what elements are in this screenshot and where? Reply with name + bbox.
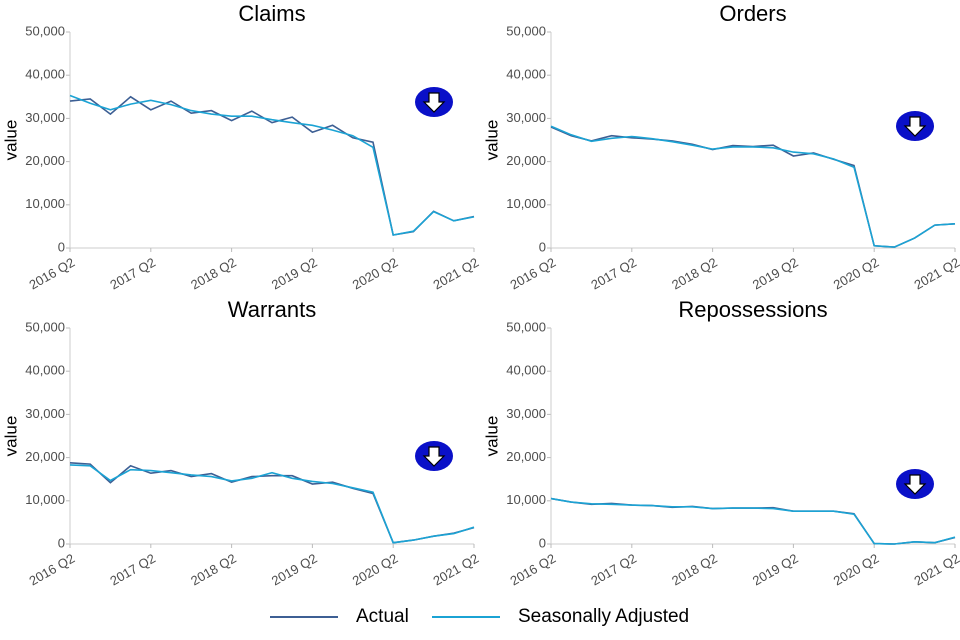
y-tick-label: 30,000 bbox=[25, 110, 65, 125]
y-tick-label: 40,000 bbox=[25, 67, 65, 82]
y-tick-label: 10,000 bbox=[25, 196, 65, 211]
x-tick-label: 2016 Q2 bbox=[27, 551, 78, 589]
chart-title: Warrants bbox=[228, 297, 316, 322]
series-line bbox=[550, 497, 956, 545]
down-arrow-icon bbox=[896, 111, 934, 141]
x-tick-label: 2019 Q2 bbox=[750, 551, 801, 589]
y-tick-label: 20,000 bbox=[25, 153, 65, 168]
icon-arrow bbox=[903, 474, 927, 495]
x-tick-label: 2016 Q2 bbox=[508, 255, 559, 293]
series-line bbox=[550, 126, 956, 248]
y-tick-label: 20,000 bbox=[25, 449, 65, 464]
icon-arrow bbox=[422, 446, 446, 467]
legend-label: Actual bbox=[356, 606, 409, 627]
x-tick-label: 2018 Q2 bbox=[188, 551, 239, 589]
x-tick-label: 2017 Q2 bbox=[588, 255, 639, 293]
y-tick-label: 40,000 bbox=[506, 67, 546, 82]
x-tick-label: 2019 Q2 bbox=[269, 255, 320, 293]
x-tick-label: 2019 Q2 bbox=[269, 551, 320, 589]
series-line bbox=[69, 94, 475, 236]
x-tick-label: 2020 Q2 bbox=[831, 551, 882, 589]
y-tick-label: 0 bbox=[58, 239, 65, 254]
x-tick-label: 2021 Q2 bbox=[912, 255, 960, 293]
icon-arrow bbox=[422, 92, 446, 113]
series-line bbox=[550, 125, 956, 248]
y-tick-label: 40,000 bbox=[506, 363, 546, 378]
series-line bbox=[550, 497, 956, 545]
x-tick-label: 2020 Q2 bbox=[831, 255, 882, 293]
y-tick-label: 50,000 bbox=[506, 319, 546, 334]
series-line bbox=[69, 464, 475, 544]
y-axis-label: value bbox=[1, 416, 20, 457]
series-line bbox=[69, 462, 475, 544]
y-axis-label: value bbox=[1, 120, 20, 161]
down-arrow-icon bbox=[415, 87, 453, 117]
chart-title: Repossessions bbox=[678, 297, 827, 322]
x-tick-label: 2019 Q2 bbox=[750, 255, 801, 293]
series-line bbox=[69, 95, 475, 236]
chart-title: Claims bbox=[238, 1, 305, 26]
x-tick-label: 2018 Q2 bbox=[188, 255, 239, 293]
x-tick-label: 2017 Q2 bbox=[107, 551, 158, 589]
x-tick-label: 2020 Q2 bbox=[350, 255, 401, 293]
y-axis-label: value bbox=[482, 120, 501, 161]
x-tick-label: 2018 Q2 bbox=[669, 551, 720, 589]
y-tick-label: 40,000 bbox=[25, 363, 65, 378]
y-tick-label: 0 bbox=[539, 535, 546, 550]
y-tick-label: 0 bbox=[539, 239, 546, 254]
y-tick-label: 30,000 bbox=[506, 406, 546, 421]
x-tick-label: 2017 Q2 bbox=[588, 551, 639, 589]
y-tick-label: 50,000 bbox=[25, 319, 65, 334]
y-tick-label: 10,000 bbox=[506, 196, 546, 211]
y-tick-label: 20,000 bbox=[506, 449, 546, 464]
down-arrow-icon bbox=[415, 441, 453, 471]
y-tick-label: 10,000 bbox=[506, 492, 546, 507]
x-tick-label: 2020 Q2 bbox=[350, 551, 401, 589]
y-tick-label: 50,000 bbox=[506, 23, 546, 38]
chart-title: Orders bbox=[719, 1, 786, 26]
y-tick-label: 20,000 bbox=[506, 153, 546, 168]
icon-arrow bbox=[903, 116, 927, 137]
y-tick-label: 10,000 bbox=[25, 492, 65, 507]
x-tick-label: 2021 Q2 bbox=[912, 551, 960, 589]
y-tick-label: 30,000 bbox=[25, 406, 65, 421]
x-tick-label: 2016 Q2 bbox=[27, 255, 78, 293]
x-tick-label: 2021 Q2 bbox=[431, 255, 482, 293]
down-arrow-icon bbox=[896, 469, 934, 499]
legend-label: Seasonally Adjusted bbox=[518, 606, 689, 627]
x-tick-label: 2016 Q2 bbox=[508, 551, 559, 589]
y-tick-label: 30,000 bbox=[506, 110, 546, 125]
x-tick-label: 2021 Q2 bbox=[431, 551, 482, 589]
x-tick-label: 2018 Q2 bbox=[669, 255, 720, 293]
y-axis-label: value bbox=[482, 416, 501, 457]
y-tick-label: 0 bbox=[58, 535, 65, 550]
y-tick-label: 50,000 bbox=[25, 23, 65, 38]
x-tick-label: 2017 Q2 bbox=[107, 255, 158, 293]
